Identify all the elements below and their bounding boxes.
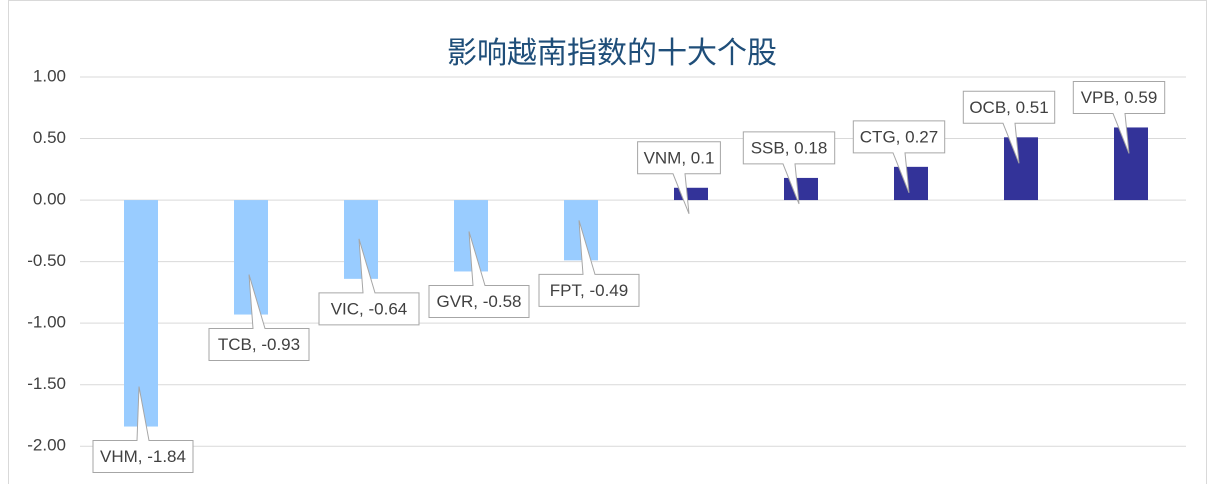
bar xyxy=(894,166,928,201)
data-label: VNM, 0.1 xyxy=(644,148,715,167)
callout-box xyxy=(1072,80,1166,154)
callout-box xyxy=(92,386,194,474)
chart-title: 影响越南指数的十大个股 xyxy=(447,37,777,70)
data-label: VPB, 0.59 xyxy=(1081,88,1158,107)
bar xyxy=(1114,127,1148,201)
y-tick-label: 1.00 xyxy=(33,66,66,85)
data-label: FPT, -0.49 xyxy=(550,281,628,300)
data-label: OCB, 0.51 xyxy=(969,98,1048,117)
callout-box xyxy=(742,131,836,205)
data-label: GVR, -0.58 xyxy=(436,292,521,311)
bar xyxy=(124,200,158,427)
y-tick-label: -1.00 xyxy=(27,313,66,332)
data-label: SSB, 0.18 xyxy=(751,138,828,157)
y-tick-label: -0.50 xyxy=(27,251,66,270)
callout-box xyxy=(318,238,420,326)
callout-box xyxy=(208,274,310,362)
y-tick-label: 0.50 xyxy=(33,128,66,147)
callout-box xyxy=(428,231,530,318)
data-label: CTG, 0.27 xyxy=(860,127,938,146)
data-label: VIC, -0.64 xyxy=(331,299,408,318)
chart-frame xyxy=(8,0,1207,484)
data-label: TCB, -0.93 xyxy=(218,335,300,354)
callout-box xyxy=(637,141,721,214)
y-tick-label: 0.00 xyxy=(33,190,66,209)
data-label: VHM, -1.84 xyxy=(100,447,186,466)
callout-box xyxy=(852,120,946,194)
bar xyxy=(1004,137,1038,201)
bar xyxy=(784,177,818,201)
y-tick-label: -1.50 xyxy=(27,374,66,393)
callout-box xyxy=(538,220,640,307)
callout-box xyxy=(962,90,1056,164)
y-tick-label: -2.00 xyxy=(27,436,66,455)
